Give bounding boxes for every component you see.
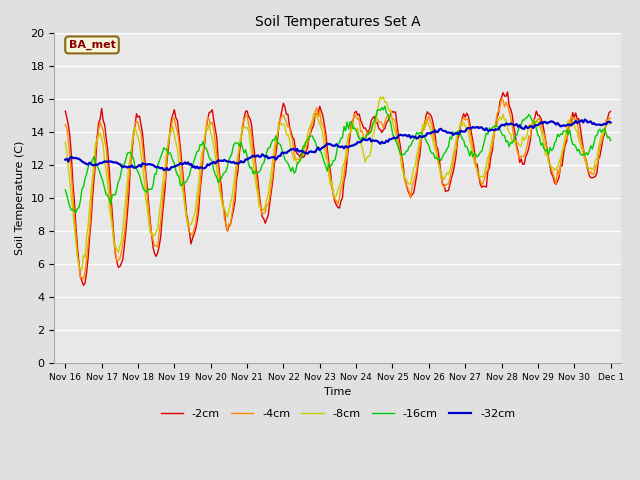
Title: Soil Temperatures Set A: Soil Temperatures Set A — [255, 15, 420, 29]
Legend: -2cm, -4cm, -8cm, -16cm, -32cm: -2cm, -4cm, -8cm, -16cm, -32cm — [156, 405, 520, 423]
X-axis label: Time: Time — [324, 387, 351, 397]
Y-axis label: Soil Temperature (C): Soil Temperature (C) — [15, 141, 25, 255]
Text: BA_met: BA_met — [68, 40, 115, 50]
